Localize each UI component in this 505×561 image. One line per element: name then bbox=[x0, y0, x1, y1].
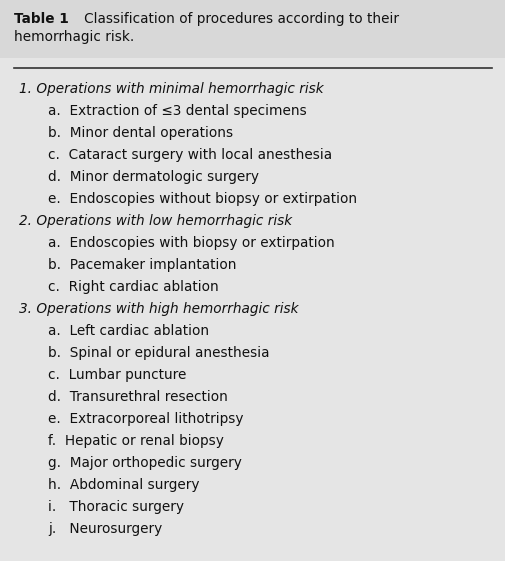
Text: d.  Transurethral resection: d. Transurethral resection bbox=[48, 390, 227, 404]
Text: hemorrhagic risk.: hemorrhagic risk. bbox=[14, 30, 134, 44]
Text: b.  Spinal or epidural anesthesia: b. Spinal or epidural anesthesia bbox=[48, 346, 269, 360]
Text: e.  Extracorporeal lithotripsy: e. Extracorporeal lithotripsy bbox=[48, 412, 243, 426]
Text: Classification of procedures according to their: Classification of procedures according t… bbox=[71, 12, 398, 26]
Bar bbox=[0, 0, 505, 58]
Text: c.  Lumbar puncture: c. Lumbar puncture bbox=[48, 368, 186, 382]
Text: c.  Right cardiac ablation: c. Right cardiac ablation bbox=[48, 280, 218, 294]
Text: a.  Left cardiac ablation: a. Left cardiac ablation bbox=[48, 324, 209, 338]
Text: j.   Neurosurgery: j. Neurosurgery bbox=[48, 522, 162, 536]
Text: c.  Cataract surgery with local anesthesia: c. Cataract surgery with local anesthesi… bbox=[48, 148, 332, 162]
Text: b.  Minor dental operations: b. Minor dental operations bbox=[48, 126, 233, 140]
Text: b.  Pacemaker implantation: b. Pacemaker implantation bbox=[48, 258, 236, 272]
Text: a.  Extraction of ≤3 dental specimens: a. Extraction of ≤3 dental specimens bbox=[48, 104, 306, 118]
Text: 1. Operations with minimal hemorrhagic risk: 1. Operations with minimal hemorrhagic r… bbox=[19, 82, 323, 96]
Text: h.  Abdominal surgery: h. Abdominal surgery bbox=[48, 478, 199, 492]
Text: g.  Major orthopedic surgery: g. Major orthopedic surgery bbox=[48, 456, 241, 470]
Text: 3. Operations with high hemorrhagic risk: 3. Operations with high hemorrhagic risk bbox=[19, 302, 298, 316]
Text: a.  Endoscopies with biopsy or extirpation: a. Endoscopies with biopsy or extirpatio… bbox=[48, 236, 334, 250]
Text: f.  Hepatic or renal biopsy: f. Hepatic or renal biopsy bbox=[48, 434, 224, 448]
Text: i.   Thoracic surgery: i. Thoracic surgery bbox=[48, 500, 184, 514]
Text: 2. Operations with low hemorrhagic risk: 2. Operations with low hemorrhagic risk bbox=[19, 214, 292, 228]
Text: Table 1: Table 1 bbox=[14, 12, 69, 26]
Text: d.  Minor dermatologic surgery: d. Minor dermatologic surgery bbox=[48, 170, 259, 184]
Text: e.  Endoscopies without biopsy or extirpation: e. Endoscopies without biopsy or extirpa… bbox=[48, 192, 357, 206]
